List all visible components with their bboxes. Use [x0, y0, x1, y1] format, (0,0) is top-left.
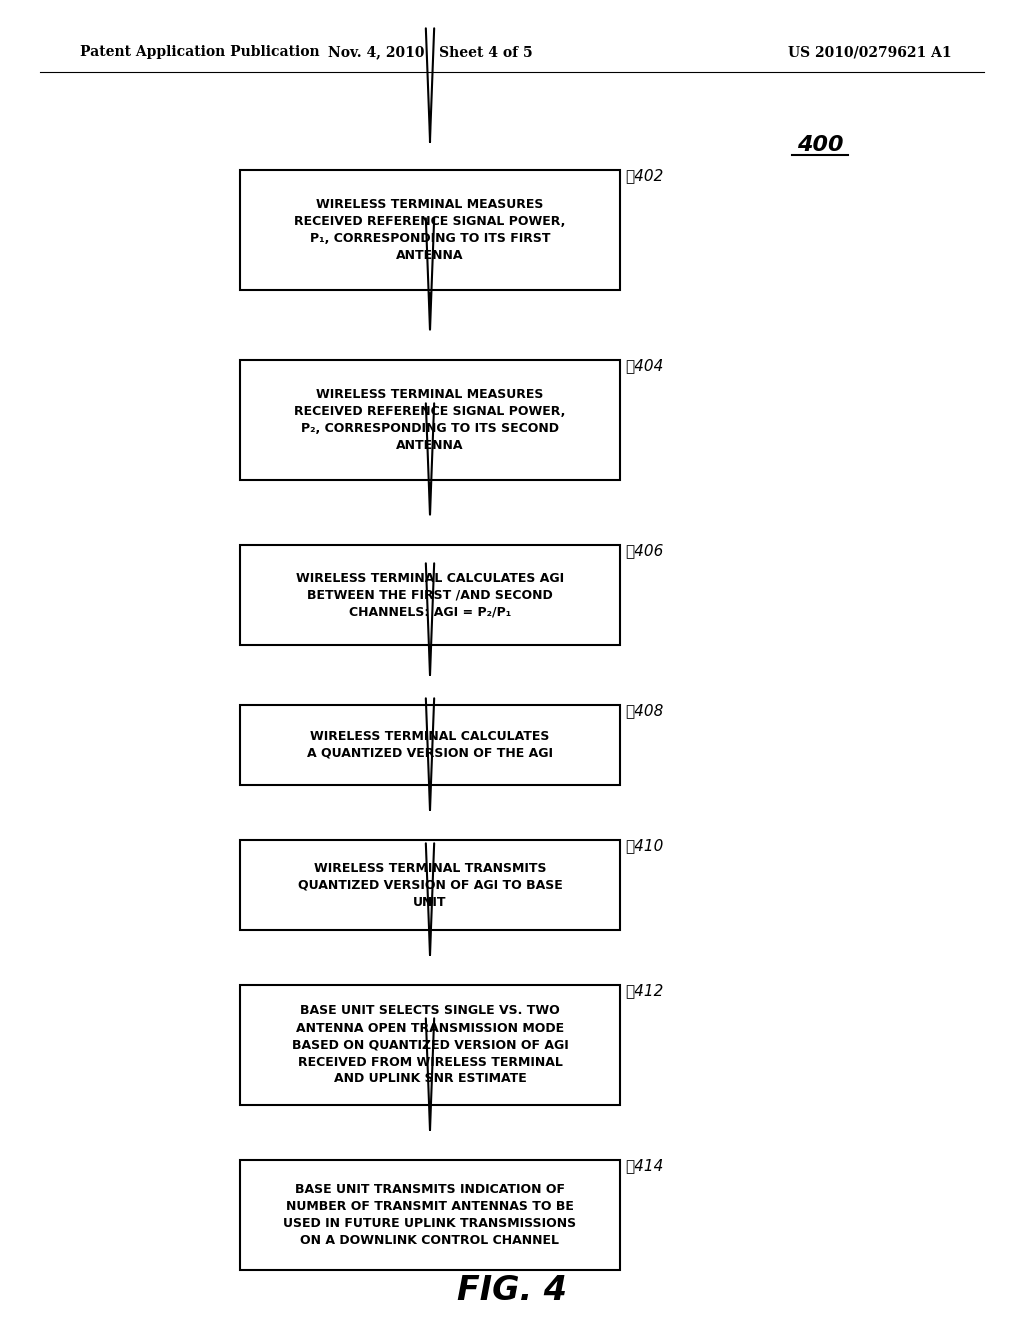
Text: ⌓404: ⌓404: [625, 358, 664, 374]
Text: WIRELESS TERMINAL MEASURES
RECEIVED REFERENCE SIGNAL POWER,
P₁, CORRESPONDING TO: WIRELESS TERMINAL MEASURES RECEIVED REFE…: [294, 198, 565, 261]
FancyBboxPatch shape: [240, 545, 620, 645]
Text: US 2010/0279621 A1: US 2010/0279621 A1: [788, 45, 952, 59]
Text: Patent Application Publication: Patent Application Publication: [80, 45, 319, 59]
FancyBboxPatch shape: [240, 985, 620, 1105]
Text: ⌓412: ⌓412: [625, 983, 664, 998]
Text: WIRELESS TERMINAL TRANSMITS
QUANTIZED VERSION OF AGI TO BASE
UNIT: WIRELESS TERMINAL TRANSMITS QUANTIZED VE…: [298, 862, 562, 908]
Text: WIRELESS TERMINAL CALCULATES AGI
BETWEEN THE FIRST /AND SECOND
CHANNELS: AGI = P: WIRELESS TERMINAL CALCULATES AGI BETWEEN…: [296, 572, 564, 619]
FancyBboxPatch shape: [240, 170, 620, 290]
Text: ⌓410: ⌓410: [625, 838, 664, 853]
Text: Nov. 4, 2010   Sheet 4 of 5: Nov. 4, 2010 Sheet 4 of 5: [328, 45, 532, 59]
Text: ⌓414: ⌓414: [625, 1158, 664, 1173]
FancyBboxPatch shape: [240, 705, 620, 785]
Text: 400: 400: [797, 135, 843, 154]
FancyBboxPatch shape: [240, 360, 620, 480]
Text: ⌓402: ⌓402: [625, 168, 664, 183]
Text: ⌓406: ⌓406: [625, 543, 664, 558]
Text: WIRELESS TERMINAL CALCULATES
A QUANTIZED VERSION OF THE AGI: WIRELESS TERMINAL CALCULATES A QUANTIZED…: [307, 730, 553, 760]
Text: FIG. 4: FIG. 4: [457, 1274, 567, 1307]
FancyBboxPatch shape: [240, 840, 620, 931]
Text: ⌓408: ⌓408: [625, 704, 664, 718]
Text: BASE UNIT SELECTS SINGLE VS. TWO
ANTENNA OPEN TRANSMISSION MODE
BASED ON QUANTIZ: BASE UNIT SELECTS SINGLE VS. TWO ANTENNA…: [292, 1005, 568, 1085]
Text: BASE UNIT TRANSMITS INDICATION OF
NUMBER OF TRANSMIT ANTENNAS TO BE
USED IN FUTU: BASE UNIT TRANSMITS INDICATION OF NUMBER…: [284, 1183, 577, 1247]
Text: WIRELESS TERMINAL MEASURES
RECEIVED REFERENCE SIGNAL POWER,
P₂, CORRESPONDING TO: WIRELESS TERMINAL MEASURES RECEIVED REFE…: [294, 388, 565, 451]
FancyBboxPatch shape: [240, 1160, 620, 1270]
